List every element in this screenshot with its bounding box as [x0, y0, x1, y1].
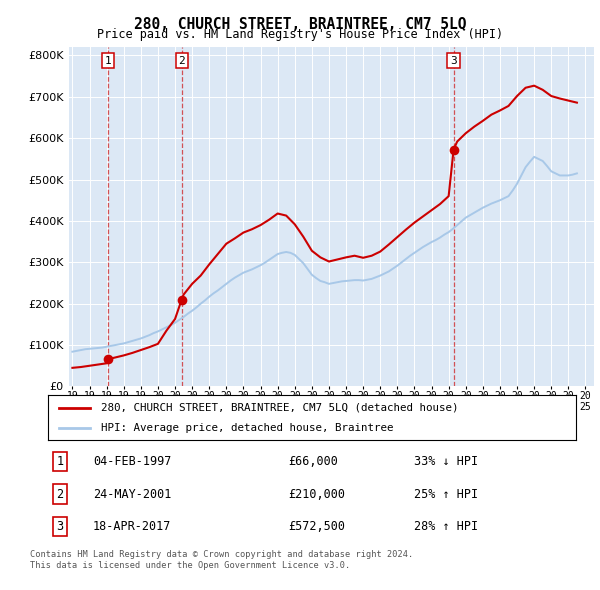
Text: 2: 2: [178, 55, 185, 65]
Text: 280, CHURCH STREET, BRAINTREE, CM7 5LQ: 280, CHURCH STREET, BRAINTREE, CM7 5LQ: [134, 17, 466, 31]
Text: HPI: Average price, detached house, Braintree: HPI: Average price, detached house, Brai…: [101, 424, 394, 434]
Text: This data is licensed under the Open Government Licence v3.0.: This data is licensed under the Open Gov…: [30, 560, 350, 569]
Text: Contains HM Land Registry data © Crown copyright and database right 2024.: Contains HM Land Registry data © Crown c…: [30, 550, 413, 559]
Text: £66,000: £66,000: [288, 455, 338, 468]
Text: £572,500: £572,500: [288, 520, 345, 533]
Text: 2: 2: [56, 487, 64, 501]
Text: 04-FEB-1997: 04-FEB-1997: [93, 455, 172, 468]
Text: 25% ↑ HPI: 25% ↑ HPI: [414, 487, 478, 501]
Text: 3: 3: [56, 520, 64, 533]
Text: 1: 1: [105, 55, 112, 65]
Text: 1: 1: [56, 455, 64, 468]
Text: 28% ↑ HPI: 28% ↑ HPI: [414, 520, 478, 533]
Text: 18-APR-2017: 18-APR-2017: [93, 520, 172, 533]
Text: Price paid vs. HM Land Registry's House Price Index (HPI): Price paid vs. HM Land Registry's House …: [97, 28, 503, 41]
Text: 33% ↓ HPI: 33% ↓ HPI: [414, 455, 478, 468]
Text: 280, CHURCH STREET, BRAINTREE, CM7 5LQ (detached house): 280, CHURCH STREET, BRAINTREE, CM7 5LQ (…: [101, 403, 458, 412]
Text: 24-MAY-2001: 24-MAY-2001: [93, 487, 172, 501]
Text: 3: 3: [450, 55, 457, 65]
Text: £210,000: £210,000: [288, 487, 345, 501]
